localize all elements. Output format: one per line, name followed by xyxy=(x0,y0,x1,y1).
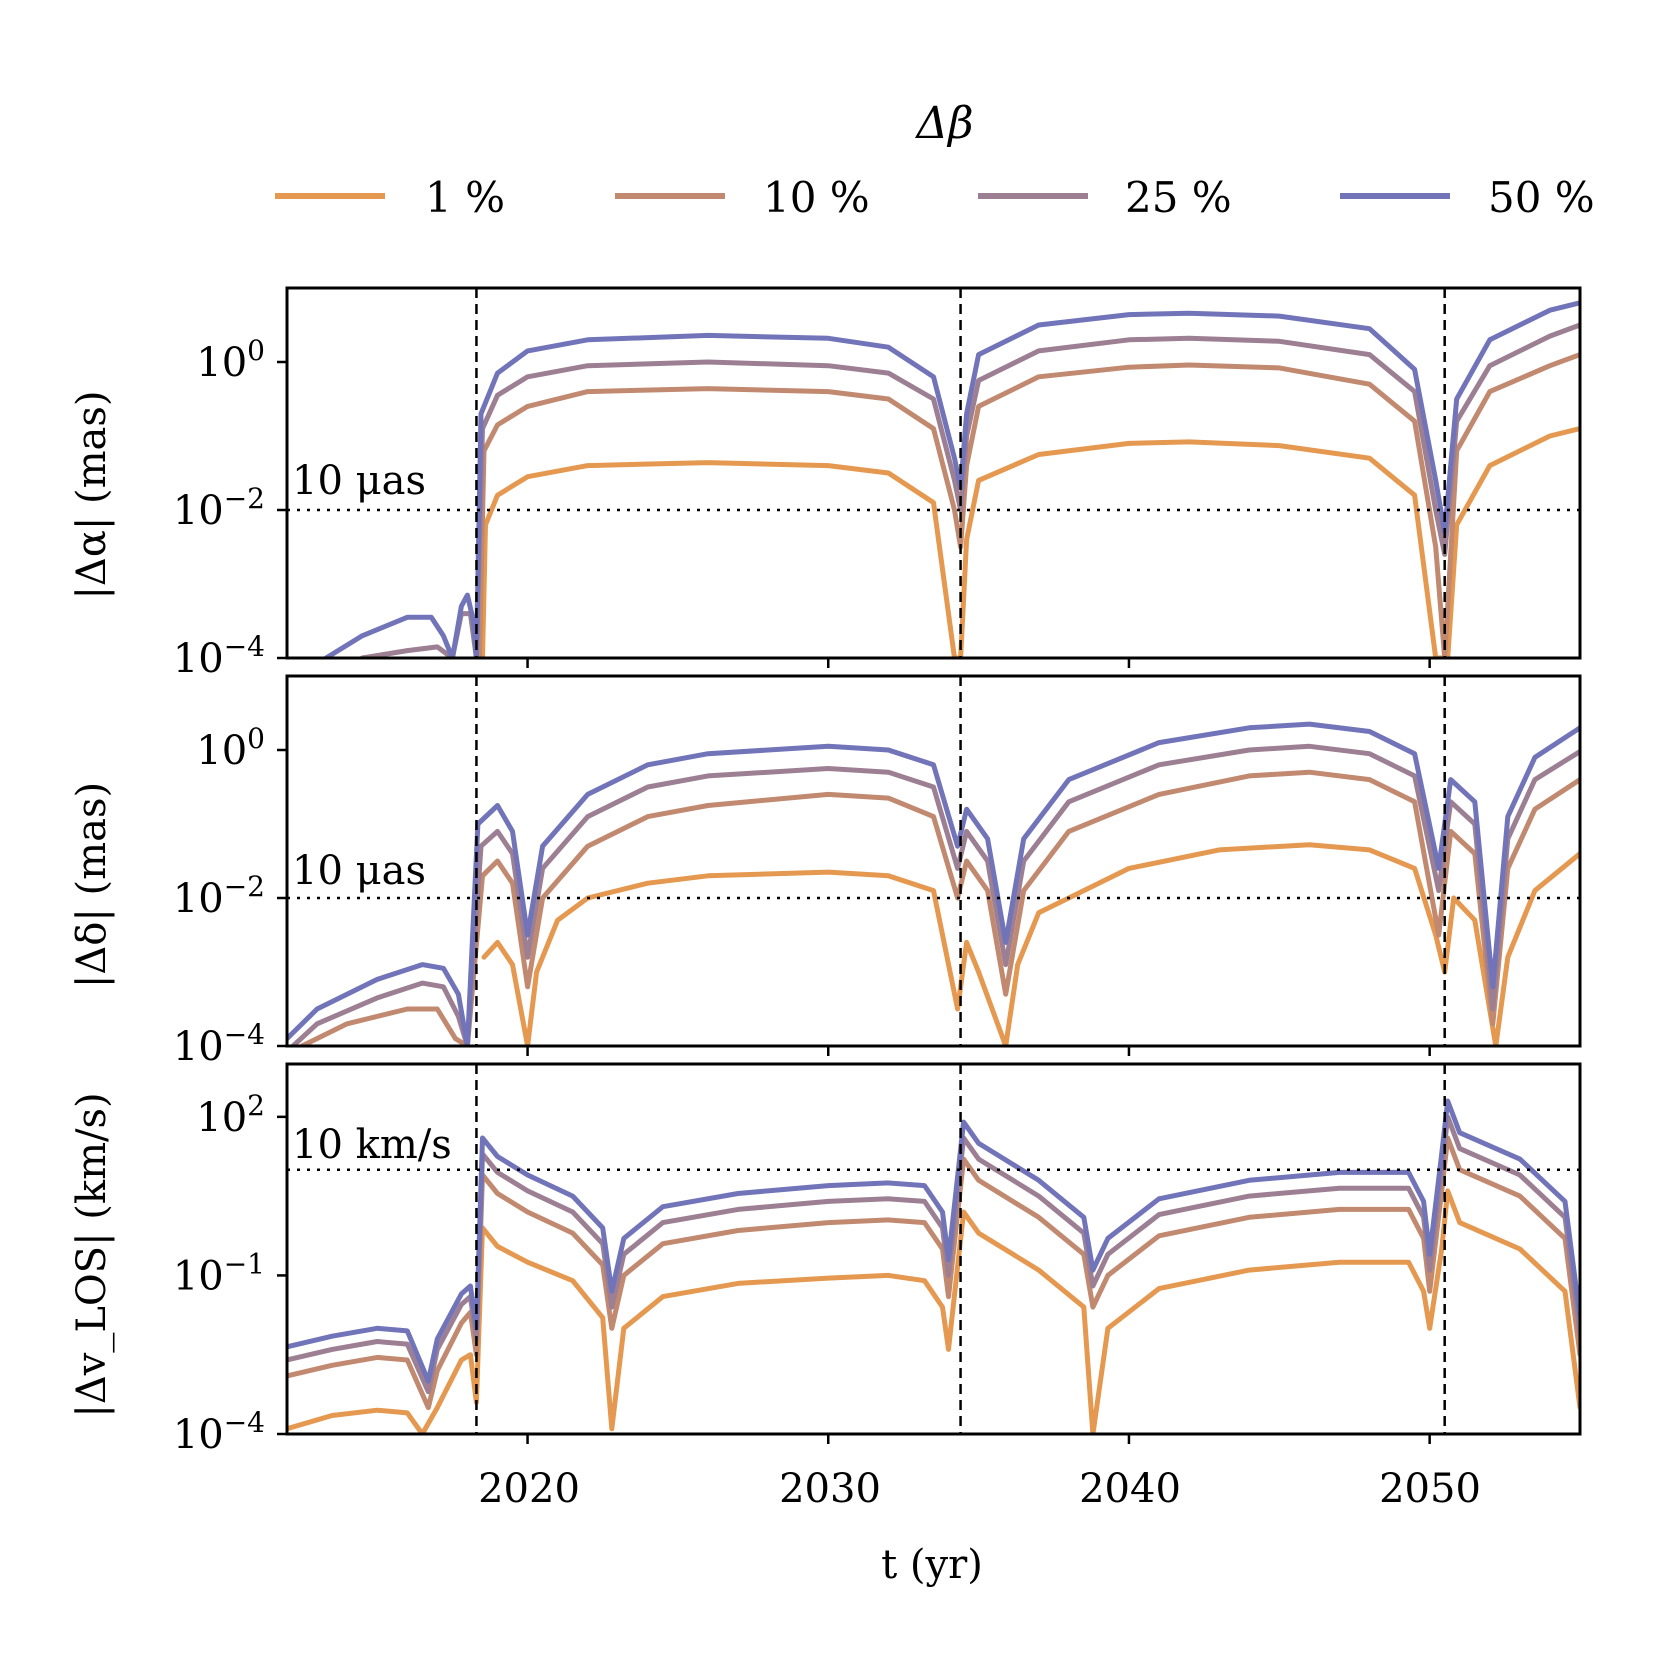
x-tick-label-2020: 2020 xyxy=(478,1466,580,1512)
panel-alpha-ytick-label: 10−4 xyxy=(173,630,265,682)
panel-alpha: 10−4 10−2 100 10 μas |Δα| (mas) xyxy=(69,286,1582,682)
panel-vlos: 10−4 10−1 102 10 km/s |Δv_LOS| (km/s) xyxy=(69,1062,1582,1458)
panel-vlos-frame xyxy=(285,1062,1582,1436)
x-axis-label: t (yr) xyxy=(881,1542,983,1588)
panel-delta-series-1pct xyxy=(481,842,1580,1046)
panel-alpha-frame xyxy=(285,286,1582,660)
panel-vlos-plot: 10−4 10−1 102 xyxy=(173,1062,1582,1458)
legend-entry-10: 10 % xyxy=(615,173,870,222)
panel-delta-ytick-label: 10−4 xyxy=(173,1018,265,1070)
x-tick-label-2030: 2030 xyxy=(779,1466,881,1512)
x-tick-label-2040: 2040 xyxy=(1079,1466,1181,1512)
panel-delta: 10−4 10−2 100 10 μas |Δδ| (mas) xyxy=(69,674,1582,1070)
panel-delta-frame xyxy=(285,674,1582,1048)
panel-alpha-ylabel: |Δα| (mas) xyxy=(69,390,115,599)
legend-label-25: 25 % xyxy=(1125,173,1232,222)
panel-vlos-ytick-label: 10−4 xyxy=(173,1406,265,1458)
panel-vlos-threshold-label: 10 km/s xyxy=(292,1122,452,1168)
panel-delta-ytick-label: 10−2 xyxy=(173,870,265,922)
panel-vlos-series xyxy=(287,1098,1580,1434)
panel-alpha-series-50pct xyxy=(323,300,1580,658)
legend-title: Δβ xyxy=(914,98,973,149)
legend-entry-1: 1 % xyxy=(275,173,505,222)
legend-label-1: 1 % xyxy=(425,173,505,222)
panel-delta-series-50pct xyxy=(287,721,1580,1046)
panel-alpha-series-10pct xyxy=(476,352,1580,658)
x-tick-label-2050: 2050 xyxy=(1379,1466,1481,1512)
panel-delta-series xyxy=(287,721,1580,1046)
panel-vlos-ytick-label: 102 xyxy=(196,1089,265,1141)
panel-vlos-ylabel: |Δv_LOS| (km/s) xyxy=(69,1092,115,1417)
legend-entry-25: 25 % xyxy=(978,173,1232,222)
panel-alpha-plot: 10−4 10−2 100 xyxy=(173,286,1582,682)
panel-delta-ytick-label: 100 xyxy=(196,722,265,774)
panel-vlos-series-50pct xyxy=(287,1098,1580,1384)
x-axis: 2020 2030 2040 2050 t (yr) xyxy=(478,1466,1481,1588)
panel-alpha-series xyxy=(323,300,1580,658)
panel-alpha-ytick-label: 10−2 xyxy=(173,482,265,534)
panel-alpha-threshold-label: 10 μas xyxy=(292,458,426,504)
panel-vlos-series-1pct xyxy=(287,1188,1580,1434)
panel-vlos-ytick-label: 10−1 xyxy=(173,1247,265,1299)
legend-entry-50: 50 % xyxy=(1340,173,1595,222)
legend: Δβ 1 % 10 % 25 % 50 % xyxy=(275,98,1595,222)
panel-delta-threshold-label: 10 μas xyxy=(292,848,426,894)
panel-alpha-series-1pct xyxy=(480,426,1580,658)
legend-label-10: 10 % xyxy=(763,173,870,222)
panel-delta-ylabel: |Δδ| (mas) xyxy=(69,782,115,988)
panel-alpha-series-25pct xyxy=(359,322,1580,658)
panel-delta-plot: 10−4 10−2 100 xyxy=(173,674,1582,1070)
panel-alpha-ytick-label: 100 xyxy=(196,334,265,386)
legend-label-50: 50 % xyxy=(1488,173,1595,222)
